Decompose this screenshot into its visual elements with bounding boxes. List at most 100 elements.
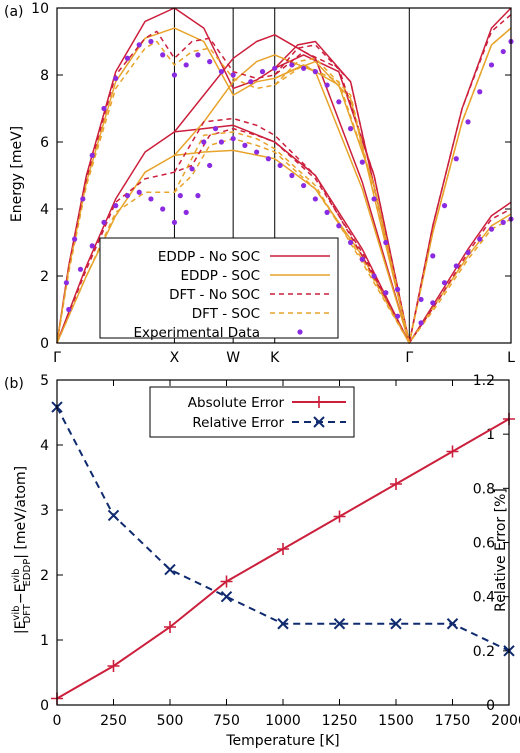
panel-a-series-experimental-data-point <box>201 139 207 145</box>
panel-a-legend-dft-soc-label: DFT - SOC <box>192 306 260 322</box>
panel-b-y-tick-label: 5 <box>40 373 49 389</box>
panel-a-series-dft-no-soc-branch <box>274 44 411 344</box>
panel-a-series-experimental-data-point <box>500 48 506 55</box>
panel-a-series-experimental-data-point <box>248 79 254 85</box>
panel-a-series-experimental-data-point <box>242 142 248 148</box>
panel-b-series-relative-error-point <box>164 563 176 576</box>
panel-a-series-experimental-data-point <box>488 62 495 68</box>
panel-a-series-experimental-data-point <box>72 236 78 242</box>
panel-b-series-absolute-error-point <box>277 543 289 555</box>
panel-a-series-experimental-data-point <box>101 219 107 225</box>
panel-a-series-experimental-data-point <box>477 236 483 242</box>
panel-b-series-relative-error-point <box>220 590 233 603</box>
panel-b-y-tick-label: 3 <box>40 503 49 519</box>
panel-a-series-experimental-data-point <box>101 105 107 112</box>
panel-a-series-experimental-data-point <box>230 136 236 142</box>
panel-b-series-absolute-error-point <box>220 575 233 588</box>
panel-b-legend: Absolute Error Relative Error <box>149 386 355 438</box>
panel-a-y-tick-label: 4 <box>40 202 49 218</box>
panel-b-series-relative-error-point <box>390 618 402 630</box>
panel-b-y2-tick-label: 0.6 <box>473 536 495 552</box>
panel-a-series-experimental-data-point <box>289 172 295 179</box>
panel-b-y-axis-label: |EvibDFT−EvibEDDP| [meV/atom] <box>11 466 33 634</box>
panel-a-legend-eddp-soc-label: EDDP - SOC <box>180 268 260 284</box>
panel-a-series-experimental-data-point <box>207 59 213 65</box>
panel-a-x-tick-label: K <box>270 350 280 366</box>
panel-a-x-tick-label: Γ <box>53 350 61 366</box>
panel-b-series-relative-error-point <box>107 509 120 522</box>
panel-a-phonon-dispersion: (a) Energy [meV] 0 2 4 6 8 10 Γ X W K Γ L EDDP - N… <box>4 1 515 366</box>
panel-a-x-tick-label: L <box>507 350 515 366</box>
panel-a-series-experimental-data-point <box>465 249 471 256</box>
panel-a-series-experimental-data-point <box>195 193 201 199</box>
panel-a-series-experimental-data-point <box>441 203 448 209</box>
panel-b-y2-ticks: 0 0.2 0.4 0.6 0.8 1 1.2 <box>473 373 509 714</box>
panel-a-series-experimental-data-point <box>148 196 154 202</box>
panel-a-series-experimental-data-point <box>148 38 154 45</box>
panel-a-legend-eddp-no-soc-label: EDDP - No SOC <box>158 249 260 265</box>
panel-a-series-dft-soc-branch <box>274 57 411 344</box>
panel-a-series-eddp-soc-branch <box>173 54 411 344</box>
panel-a-series-dft-soc-branch <box>56 137 512 344</box>
panel-a-series-experimental-data-point <box>371 196 377 202</box>
panel-a-series-experimental-data-point <box>89 152 95 158</box>
panel-b-x-tick-label: 750 <box>213 713 240 729</box>
panel-a-legend: EDDP - No SOC EDDP - SOC DFT - No SOC DFT -… <box>99 237 339 341</box>
panel-a-series-experimental-data-point <box>113 75 119 81</box>
panel-a-series-experimental-data-point <box>124 193 131 199</box>
panel-a-series-dft-soc-branch <box>173 131 410 344</box>
panel-a-series-experimental-data-point <box>453 263 459 269</box>
panel-a-series-experimental-data-point <box>136 189 142 195</box>
panel-a-y-tick-label: 2 <box>40 269 49 285</box>
panel-b-x-tick-label: 250 <box>100 713 127 729</box>
panel-a-series-experimental-data-point <box>312 196 318 202</box>
panel-a-series-eddp-no-soc-branch <box>173 34 411 344</box>
panel-a-series-experimental-data-point <box>394 286 401 292</box>
panel-a-series-experimental-data-point <box>347 126 354 132</box>
panel-a-series-experimental-data-point <box>212 126 219 132</box>
panel-b-y2-tick-label: 0 <box>486 698 495 714</box>
panel-b-x-tick-label: 1250 <box>322 713 358 729</box>
panel-a-series-experimental-data-point <box>336 99 342 105</box>
panel-b-y-tick-label: 4 <box>40 438 49 454</box>
panel-a-series-experimental-data-point <box>136 42 142 48</box>
panel-a-series-experimental-data-point <box>254 149 260 155</box>
panel-a-legend-experimental-data-label: Experimental Data <box>133 325 260 341</box>
panel-a-series-experimental-data-point <box>171 219 178 225</box>
panel-b-x-axis-label: Temperature [K] <box>225 733 339 749</box>
panel-b-x-tick-label: 1000 <box>265 713 301 729</box>
panel-a-series-experimental-data-point <box>289 62 295 68</box>
panel-a-x-tick-label: X <box>170 350 180 366</box>
panel-a-series-experimental-data-point <box>359 159 365 165</box>
panel-b-y2-tick-label: 1 <box>486 427 495 443</box>
panel-a-series-dft-no-soc-branch <box>56 14 512 344</box>
panel-a-y-tick-label: 8 <box>40 68 49 84</box>
panel-a-series-experimental-data-point <box>183 62 189 68</box>
panel-b-y2-tick-label: 0.8 <box>473 481 495 497</box>
panel-a-legend-dft-no-soc-label: DFT - No SOC <box>169 287 260 303</box>
panel-b-legend-absolute-error-marker <box>313 396 325 408</box>
panel-b-legend-relative-error-label: Relative Error <box>192 415 284 431</box>
panel-b-series <box>51 401 515 705</box>
panel-b-x-tick-label: 1750 <box>435 713 471 729</box>
panel-a-series-experimental-data-point <box>160 206 166 212</box>
panel-a-series-experimental-data-point <box>383 290 389 296</box>
panel-a-series-experimental-data-point <box>465 119 471 125</box>
panel-a-series-eddp-soc-branch <box>274 60 411 344</box>
panel-b-legend-box <box>149 386 355 438</box>
panel-b-series-absolute-error-point <box>164 621 176 633</box>
panel-a-series-experimental-data-point <box>371 273 377 279</box>
panel-a-x-tick-label: Γ <box>405 350 413 366</box>
panel-a-series-experimental-data-point <box>477 89 483 95</box>
panel-a-series-experimental-data-point <box>430 300 436 306</box>
panel-a-series-experimental-data-point <box>441 280 448 286</box>
panel-a-series-experimental-data-point <box>394 313 401 319</box>
panel-a-series-dft-no-soc-branch <box>56 127 512 344</box>
panel-a-series-experimental-data-point <box>277 162 283 169</box>
panel-a-series-experimental-data-point <box>418 296 424 303</box>
panel-a-series-experimental-data-point <box>301 65 307 71</box>
panel-b-y2-tick-label: 0.4 <box>473 590 495 606</box>
panel-a-series-experimental-data-point <box>63 280 69 286</box>
panel-a-series-experimental-data-point <box>195 52 201 58</box>
